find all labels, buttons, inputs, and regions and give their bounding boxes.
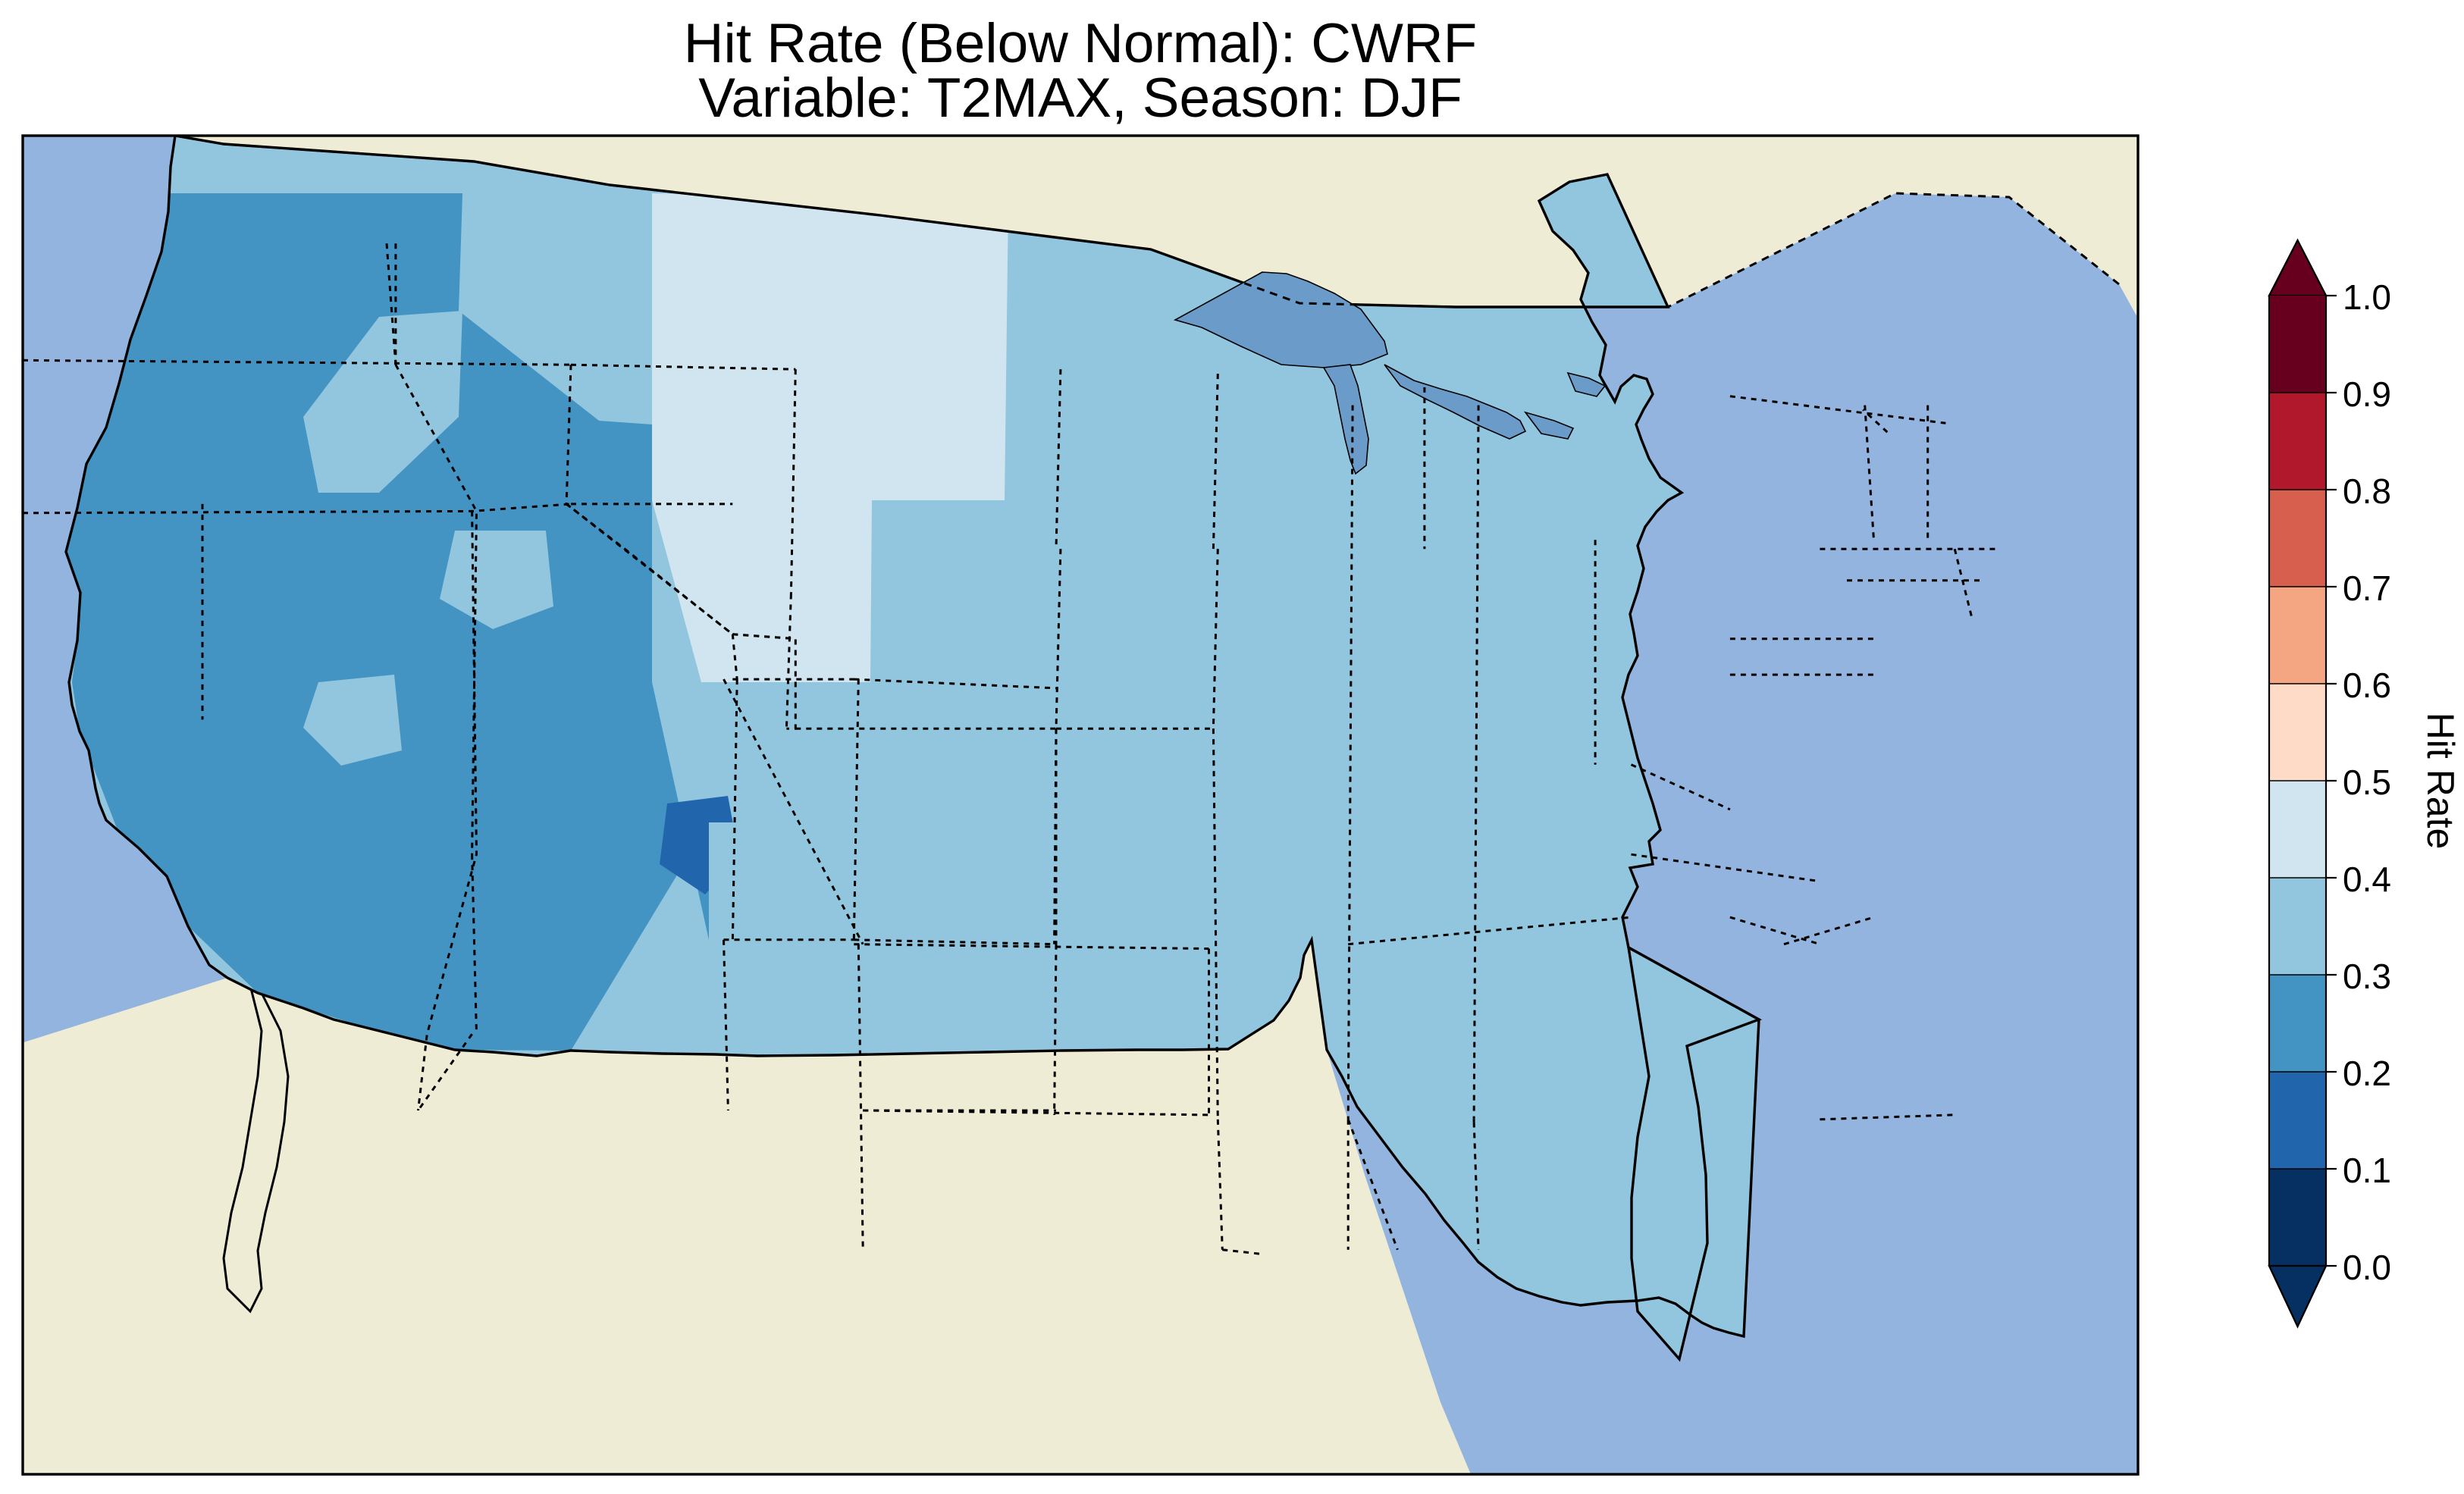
svg-text:0.8: 0.8 xyxy=(2343,471,2391,511)
svg-text:0.7: 0.7 xyxy=(2343,568,2391,608)
svg-text:0.6: 0.6 xyxy=(2343,666,2391,705)
svg-text:0.2: 0.2 xyxy=(2343,1054,2391,1093)
svg-text:0.5: 0.5 xyxy=(2343,763,2391,802)
svg-text:1.0: 1.0 xyxy=(2343,277,2391,317)
svg-text:0.3: 0.3 xyxy=(2343,957,2391,996)
svg-text:0.0: 0.0 xyxy=(2343,1248,2391,1287)
svg-text:0.4: 0.4 xyxy=(2343,860,2391,899)
svg-text:0.1: 0.1 xyxy=(2343,1151,2391,1190)
svg-text:0.9: 0.9 xyxy=(2343,374,2391,414)
svg-text:Hit Rate: Hit Rate xyxy=(2419,713,2462,850)
